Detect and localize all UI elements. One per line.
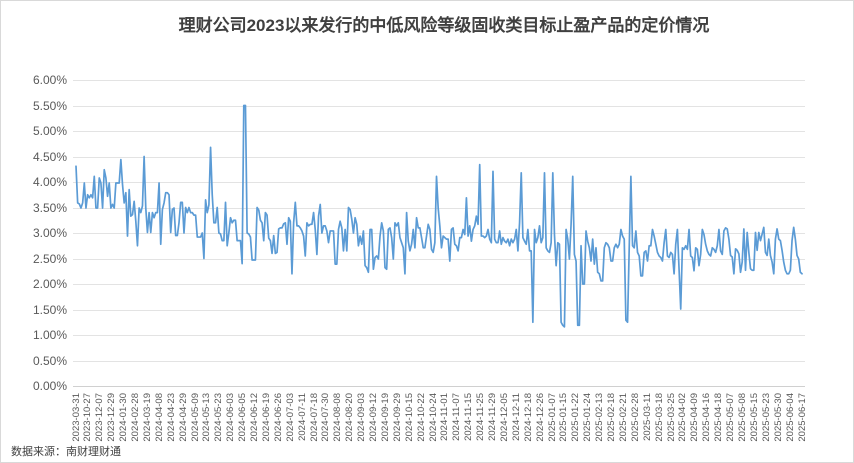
x-tick-label: 2025-02-18 — [606, 393, 618, 442]
x-tick-label: 2024-10-24 — [427, 393, 439, 442]
x-tick-label: 2025-03-11 — [641, 393, 653, 441]
y-tick-label: 1.50% — [32, 302, 67, 317]
x-tick-label: 2023-12-07 — [94, 393, 106, 442]
pricing-line-series — [75, 104, 803, 328]
x-tick-label: 2024-05-09 — [189, 393, 201, 442]
x-tick-label: 2024-04-23 — [165, 393, 177, 442]
y-tick-label: 2.00% — [32, 277, 67, 291]
x-tick-label: 2025-05-15 — [748, 393, 760, 442]
y-tick-label: 5.50% — [32, 98, 67, 113]
x-tick-label: 2024-06-05 — [237, 393, 249, 442]
y-tick-label: 4.00% — [32, 175, 67, 189]
chart-title: 理财公司2023以来发行的中低风险等级固收类目标止盈产品的定价情况 — [178, 16, 710, 35]
x-tick-label: 2025-03-25 — [665, 393, 677, 442]
x-tick-label: 2024-07-11 — [296, 393, 308, 441]
x-tick-label: 2024-02-28 — [130, 393, 141, 442]
y-tick-label: 5.00% — [32, 124, 67, 138]
x-tick-label: 2025-02-28 — [629, 393, 641, 442]
x-tick-label: 2023-10-27 — [82, 393, 94, 442]
x-tick-label: 2024-03-19 — [141, 393, 153, 442]
x-tick-label: 2023-03-31 — [70, 393, 82, 442]
x-tick-label: 2024-01-30 — [118, 393, 130, 442]
x-tick-label: 2024-07-18 — [308, 393, 320, 442]
x-tick-label: 2025-04-18 — [713, 393, 725, 442]
x-tick-label: 2024-11-15 — [463, 393, 475, 441]
x-tick-label: 2025-05-23 — [760, 393, 772, 442]
x-tick-label: 2024-05-23 — [213, 393, 225, 442]
x-tick-label: 2024-09-12 — [368, 393, 380, 442]
x-tick-label: 2024-06-03 — [225, 393, 237, 442]
y-tick-label: 4.50% — [32, 149, 67, 164]
x-tick-label: 2024-09-29 — [391, 393, 403, 442]
x-tick-label: 2024-08-20 — [344, 393, 356, 442]
x-tick-label: 2025-06-04 — [784, 393, 796, 442]
y-tick-label: 0.00% — [32, 379, 67, 393]
x-tick-label: 2024-11-29 — [487, 393, 499, 441]
y-tick-label: 2.50% — [32, 251, 67, 266]
x-tick-label: 2025-02-21 — [617, 393, 629, 442]
x-tick-label: 2024-10-15 — [403, 393, 415, 442]
x-tick-label: 2024-04-08 — [153, 393, 165, 442]
x-tick-label: 2025-06-17 — [796, 393, 808, 442]
x-tick-label: 2024-04-29 — [177, 393, 189, 442]
x-tick-label: 2024-06-19 — [260, 393, 272, 442]
x-tick-label: 2024-11-25 — [475, 393, 487, 441]
x-tick-label: 2025-03-18 — [653, 393, 665, 442]
x-tick-label: 2025-05-30 — [772, 393, 784, 442]
x-tick-label: 2024-11-01 — [439, 393, 451, 441]
x-tick-label: 2025-01-22 — [570, 393, 582, 442]
x-tick-label: 2025-01-15 — [558, 393, 570, 442]
x-tick-label: 2025-01-24 — [582, 393, 594, 442]
x-tick-label: 2024-12-26 — [534, 393, 546, 442]
x-tick-label: 2024-05-13 — [201, 393, 213, 442]
x-tick-label: 2024-12-11 — [510, 393, 522, 441]
y-tick-label: 3.50% — [32, 200, 67, 215]
x-tick-label: 2025-04-02 — [677, 393, 689, 442]
x-tick-label: 2024-11-07 — [451, 393, 463, 441]
x-tick-label: 2025-04-09 — [689, 393, 701, 442]
x-tick-label: 2025-05-07 — [725, 393, 737, 442]
y-tick-label: 1.00% — [32, 328, 67, 342]
y-tick-label: 6.00% — [32, 73, 67, 87]
y-tick-label: 0.50% — [32, 353, 67, 368]
x-tick-label: 2024-07-30 — [320, 393, 332, 442]
x-tick-label: 2024-06-12 — [249, 393, 261, 442]
x-tick-label: 2025-01-07 — [546, 393, 558, 442]
x-tick-label: 2024-07-03 — [284, 393, 296, 442]
x-tick-label: 2024-09-03 — [356, 393, 368, 442]
x-tick-label: 2024-10-22 — [415, 393, 427, 442]
x-tick-label: 2024-06-26 — [272, 393, 284, 442]
x-tick-label: 2024-12-18 — [522, 393, 534, 442]
x-tick-label: 2024-09-19 — [379, 393, 391, 442]
x-tick-label: 2025-04-16 — [701, 393, 713, 442]
x-tick-label: 2024-08-08 — [332, 393, 344, 442]
x-tick-label: 2025-05-08 — [736, 393, 748, 442]
x-tick-label: 2023-12-29 — [106, 393, 118, 442]
y-tick-label: 3.00% — [32, 226, 67, 240]
x-tick-label: 2024-12-05 — [498, 393, 510, 442]
x-tick-label: 2025-02-13 — [594, 393, 606, 442]
data-source-note: 数据来源：南财理财通 — [11, 446, 121, 458]
